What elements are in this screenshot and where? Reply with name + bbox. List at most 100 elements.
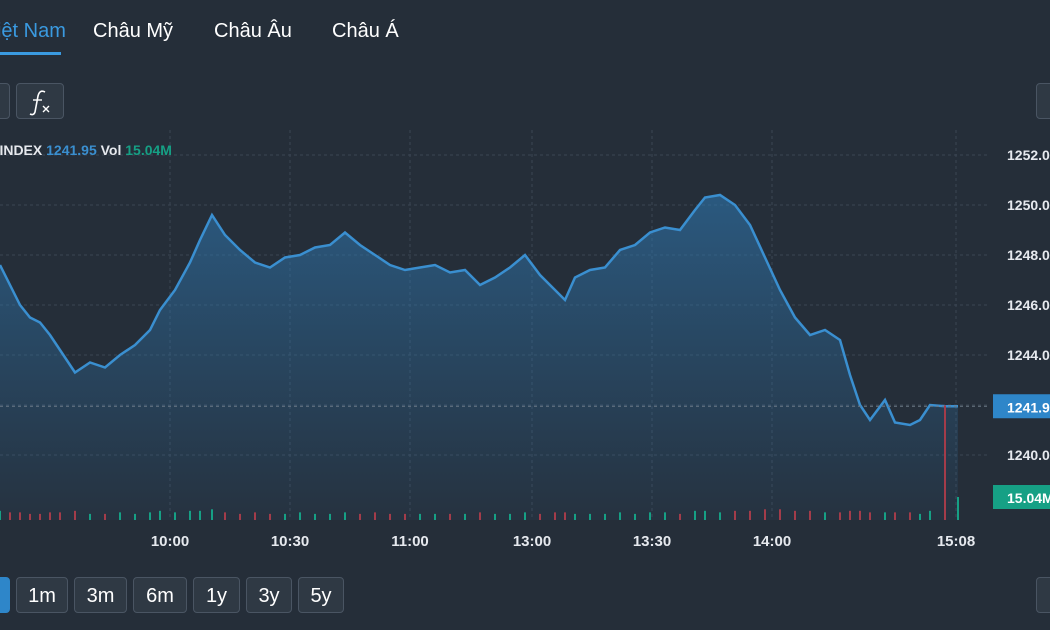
volume-bar [634,513,636,520]
function-button[interactable] [16,83,64,119]
range-button[interactable]: 5y [298,577,344,613]
volume-bar [89,513,91,520]
volume-bar [944,405,946,520]
range-button[interactable] [0,577,10,613]
toolbar-button[interactable] [0,83,10,119]
volume-bar [929,510,931,520]
x-tick-label: 11:00 [391,533,429,550]
toolbar-button[interactable] [1036,83,1050,119]
volume-bar [149,512,151,520]
volume-bar [919,513,921,520]
volume-bar [694,510,696,520]
y-tick-label: 1244.00 [1007,347,1050,363]
volume-bar [49,512,51,520]
x-tick-label: 13:30 [633,533,671,550]
volume-bar [679,513,681,520]
volume-bar [909,512,911,520]
x-tick-label: 13:00 [513,533,551,550]
volume-bar [189,510,191,520]
price-line [0,193,958,427]
volume-bar [539,513,541,520]
x-tick-label: 10:00 [151,533,189,550]
range-button[interactable]: 1m [16,577,68,613]
volume-bar [0,510,1,520]
volume-bar [59,512,61,520]
volume-bar [39,513,41,520]
volume-bar [29,513,31,520]
volume-bar [604,513,606,520]
volume-bar [809,510,811,520]
tab[interactable]: Châu Âu [214,20,292,42]
volume-bar [464,513,466,520]
volume-bar [329,513,331,520]
volume-bar [199,510,201,520]
volume-bar [894,512,896,520]
volume-bar [224,512,226,520]
legend-price: 1241.95 [46,142,97,158]
volume-bar [284,513,286,520]
tab[interactable]: Châu Mỹ [93,20,174,42]
volume-bar [269,513,271,520]
fx-icon [29,90,50,116]
volume-bar [419,513,421,520]
volume-bar [794,510,796,520]
volume-bar [524,512,526,520]
volume-bar [174,512,176,520]
y-tick-label: 1240.00 [1007,447,1050,463]
price-area [0,195,958,520]
volume-bar [211,509,213,520]
volume-bar [564,512,566,520]
volume-bar [649,512,651,520]
volume-bar [359,513,361,520]
y-tick-label: 1246.00 [1007,297,1050,313]
volume-bar [9,512,11,520]
volume-bar [159,510,161,520]
volume-bar [494,513,496,520]
legend-volume-name: Vol [101,142,122,158]
tab[interactable]: Châu Á [332,20,399,42]
y-tick-label: 1248.00 [1007,247,1050,263]
y-tick-label: 1252.00 [1007,147,1050,163]
legend-volume: 15.04M [125,142,172,158]
price-tag-label: 1241.95 [1007,399,1050,415]
toolbar-button[interactable] [1036,577,1050,613]
volume-bar [134,513,136,520]
volume-bar [344,512,346,520]
volume-bar [859,510,861,520]
volume-bar [664,512,666,520]
volume-bar [589,513,591,520]
volume-bar [434,513,436,520]
volume-bar [749,510,751,520]
range-button[interactable]: 3y [246,577,292,613]
range-button[interactable]: 1y [193,577,240,613]
legend: VNINDEX 1241.95 Vol 15.04M [0,142,172,158]
volume-bar [509,513,511,520]
tab[interactable]: Việt Nam [0,20,66,42]
price-tag [993,394,1050,419]
volume-bar [389,513,391,520]
volume-bar [849,510,851,520]
volume-bar [619,512,621,520]
volume-bar [19,512,21,520]
x-tick-label: 14:00 [753,533,791,550]
volume-bar [239,513,241,520]
volume-bar [554,512,556,520]
volume-bar [479,512,481,520]
volume-bar [574,513,576,520]
volume-tag-label: 15.04M [1007,490,1050,506]
x-tick-label: 15:08 [937,533,975,550]
range-button[interactable]: 6m [133,577,187,613]
volume-bar [449,513,451,520]
volume-tag [993,484,1050,509]
volume-bar [779,509,781,520]
range-button[interactable]: 3m [74,577,127,613]
volume-bar [884,512,886,520]
legend-symbol: VNINDEX [0,142,43,158]
active-tab-underline [0,52,61,55]
x-tick-label: 10:30 [271,533,309,550]
volume-bar [404,513,406,520]
volume-bar [957,496,959,520]
volume-bar [74,510,76,520]
volume-bar [314,513,316,520]
